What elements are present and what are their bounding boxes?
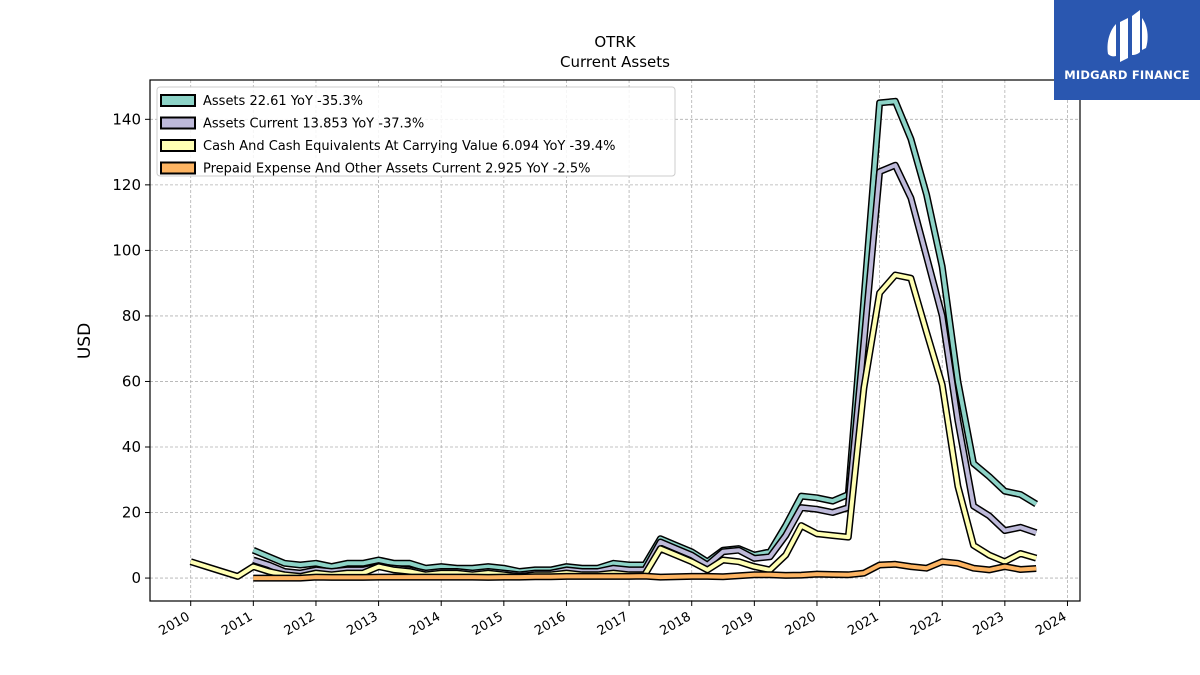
legend-swatch: [160, 116, 196, 130]
legend-entry: Cash And Cash Equivalents At Carrying Va…: [203, 139, 615, 154]
x-tick-label: 2020: [783, 609, 819, 639]
legend-box: [156, 86, 676, 177]
x-tick-label: 2023: [971, 609, 1007, 639]
chart-title: OTRK: [594, 33, 636, 51]
x-tick-label: 2010: [157, 609, 193, 639]
y-axis-label: USD: [75, 323, 95, 359]
y-tick-label: 80: [122, 307, 141, 325]
x-tick-label: 2016: [532, 609, 568, 639]
x-tick-label: 2017: [595, 609, 631, 639]
logo-mark-icon: [1107, 10, 1148, 62]
y-tick-label: 100: [112, 241, 141, 259]
x-tick-label: 2019: [720, 609, 756, 639]
series-line: [253, 559, 1037, 581]
x-tick-label: 2022: [908, 609, 944, 639]
y-tick-label: 40: [122, 438, 141, 456]
x-tick-label: 2012: [282, 609, 318, 639]
x-tick-label: 2018: [658, 609, 694, 639]
series-lines: [189, 97, 1039, 582]
y-tick-label: 0: [131, 569, 141, 587]
legend-entry: Prepaid Expense And Other Assets Current…: [203, 162, 590, 177]
legend: Assets 22.61 YoY -35.3% Assets Current 13…: [156, 86, 676, 177]
series-line: [252, 163, 1037, 577]
x-tick-label: 2014: [407, 609, 443, 639]
x-tick-label: 2011: [219, 609, 255, 639]
y-tick-label: 140: [112, 110, 141, 128]
plot-area-frame: [149, 79, 1081, 602]
brand-logo: MIDGARD FINANCE: [1054, 0, 1200, 100]
x-tick-label: 2024: [1033, 609, 1069, 639]
chart-subtitle: Current Assets: [560, 53, 670, 71]
brand-logo-text: MIDGARD FINANCE: [1064, 68, 1190, 82]
y-tick-label: 120: [112, 176, 141, 194]
legend-entry: Assets Current 13.853 YoY -37.3%: [203, 117, 424, 132]
y-axis: 0 20 40 60 80 100 120 140: [112, 110, 150, 587]
x-tick-label: 2015: [470, 609, 506, 639]
y-tick-label: 60: [122, 372, 141, 390]
legend-swatch: [160, 94, 196, 107]
series-line-outline: [189, 271, 1038, 580]
legend-swatch: [160, 139, 196, 152]
legend-swatch: [160, 161, 196, 175]
legend-entry: Assets 22.61 YoY -35.3%: [203, 94, 363, 109]
y-tick-label: 20: [122, 504, 141, 522]
x-tick-label: 2021: [845, 609, 881, 639]
x-tick-label: 2013: [344, 609, 380, 639]
x-axis: 2010 2011 2012 2013 2014 2015 2016 2017 2018 2019…: [157, 601, 1069, 639]
series-line: [190, 273, 1037, 579]
